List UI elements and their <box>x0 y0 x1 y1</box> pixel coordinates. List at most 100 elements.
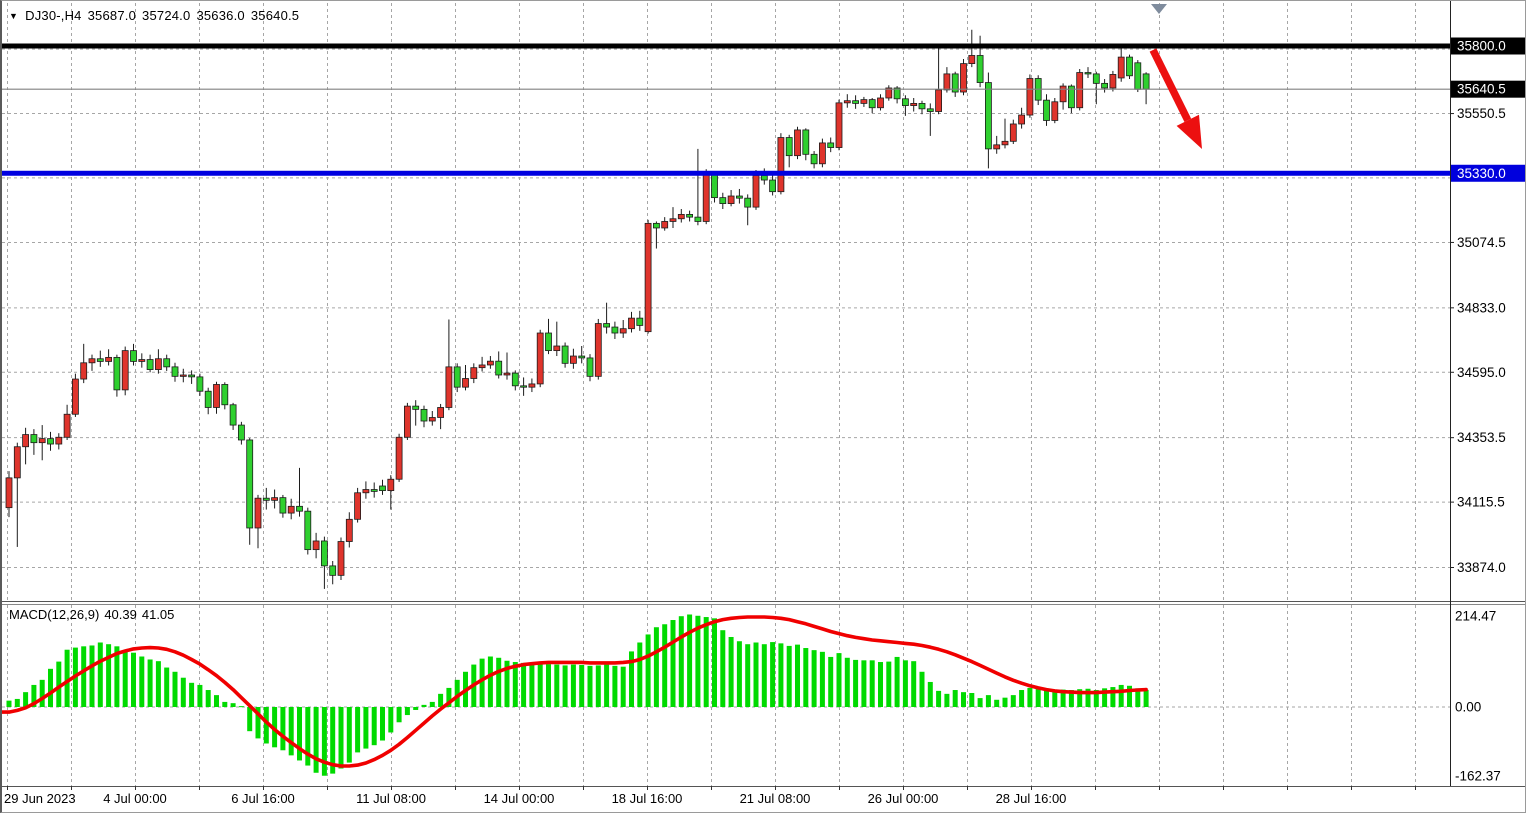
macd-bar <box>927 681 933 707</box>
candle-down <box>636 317 644 326</box>
macd-bar <box>595 665 601 707</box>
macd-bar <box>745 644 751 707</box>
candle-down <box>47 438 54 445</box>
price-badge-resistance-label: 35800.0 <box>1457 39 1506 54</box>
candle-down <box>902 98 909 106</box>
candle-up <box>13 446 21 479</box>
macd-bar <box>994 699 1000 707</box>
macd-bar <box>496 657 502 707</box>
macd-name: MACD(12,26,9) <box>9 607 100 622</box>
candle-up <box>661 221 669 229</box>
macd-bar <box>853 659 859 707</box>
macd-bar <box>155 661 161 707</box>
macd-histogram <box>6 614 1149 776</box>
candle-up <box>702 174 710 222</box>
resistance-line[interactable] <box>2 43 1450 49</box>
candle-down <box>611 326 619 334</box>
candle-down <box>985 82 992 150</box>
macd-bar <box>48 668 53 707</box>
macd-bar <box>438 693 444 707</box>
support-line[interactable] <box>2 170 1450 176</box>
symbol-dropdown-icon[interactable]: ▼ <box>9 11 19 21</box>
candle-down <box>520 385 527 388</box>
candle-up <box>80 362 88 380</box>
macd-bar <box>645 634 651 707</box>
macd-bar <box>1019 690 1025 707</box>
macd-bar <box>687 614 693 707</box>
macd-axis[interactable]: 214.47 0.00 -162.37 <box>1455 609 1501 784</box>
candle-down <box>262 497 270 501</box>
candle-up <box>362 489 370 494</box>
candle-up <box>935 89 942 112</box>
time-axis[interactable]: 29 Jun 2023 4 Jul 00:00 6 Jul 16:00 11 Jul … <box>4 786 1416 806</box>
macd-bar <box>1127 685 1132 707</box>
symbol-title: ▼ DJ30-,H4 35687.0 35724.0 35636.0 35640.5 <box>9 8 299 23</box>
candle-down <box>694 216 702 222</box>
macd-bar <box>1110 687 1116 707</box>
price-axis-label: 35550.5 <box>1457 106 1506 121</box>
macd-bar <box>720 630 726 707</box>
macd-signal-line <box>2 615 1148 768</box>
macd-bar <box>811 650 817 707</box>
candle-up <box>179 374 187 377</box>
macd-axis-label: 0.00 <box>1455 700 1481 715</box>
macd-bar <box>678 616 684 707</box>
macd-bar <box>205 690 211 707</box>
candle-down <box>379 485 386 492</box>
macd-bar <box>23 692 29 707</box>
macd-bar <box>413 707 419 710</box>
macd-bar <box>836 653 842 707</box>
macd-bar <box>297 707 302 761</box>
price-badge-support-label: 35330.0 <box>1457 166 1506 181</box>
candle-down <box>113 356 121 391</box>
candle-down <box>1068 85 1075 109</box>
macd-bar <box>56 661 62 707</box>
macd-bar <box>388 707 394 733</box>
macd-indicator-label: MACD(12,26,9) 40.39 41.05 <box>9 607 174 622</box>
sell-annotation-arrow[interactable] <box>1149 48 1202 149</box>
candle-up <box>594 323 602 377</box>
macd-bar <box>106 644 112 707</box>
price-axis-label: 33874.0 <box>1457 560 1506 575</box>
candle-up <box>63 413 71 438</box>
macd-bar <box>969 692 975 707</box>
macd-bar <box>554 664 560 707</box>
macd-bar <box>1102 688 1108 707</box>
candle-up <box>503 372 511 376</box>
macd-bar <box>770 642 776 707</box>
macd-bar <box>587 665 593 707</box>
time-axis-label: 14 Jul 00:00 <box>484 791 555 806</box>
price-axis[interactable]: 35550.5 35074.5 34833.0 34595.0 34353.5 34115… <box>1450 37 1525 576</box>
candle-up <box>669 218 677 222</box>
time-axis-label: 26 Jul 00:00 <box>868 791 939 806</box>
macd-bar <box>819 651 825 707</box>
chart-shift-marker-icon[interactable] <box>1151 4 1167 14</box>
macd-bar <box>114 646 120 707</box>
candle-up <box>993 144 1001 150</box>
macd-bar <box>180 677 186 707</box>
candle-down <box>810 153 818 165</box>
candle-down <box>511 372 519 387</box>
macd-bar <box>64 649 70 707</box>
macd-bar <box>778 643 784 707</box>
price-badge-current <box>1451 80 1525 98</box>
macd-bar <box>1027 687 1033 707</box>
candle-up <box>387 478 395 492</box>
candle-down <box>760 175 768 181</box>
candle-down <box>603 323 610 328</box>
candle-up <box>254 497 262 529</box>
macd-bar <box>878 662 883 707</box>
macd-bar <box>230 703 236 707</box>
quote-close: 35640.5 <box>250 8 300 23</box>
macd-bar <box>1093 690 1099 707</box>
macd-bar <box>479 658 485 707</box>
macd-bar <box>985 695 991 707</box>
candle-down <box>453 366 461 388</box>
candle-down <box>221 384 229 406</box>
candle-up <box>553 345 561 352</box>
macd-bar <box>454 679 460 707</box>
macd-bar <box>736 641 742 707</box>
candle-up <box>1117 56 1125 79</box>
